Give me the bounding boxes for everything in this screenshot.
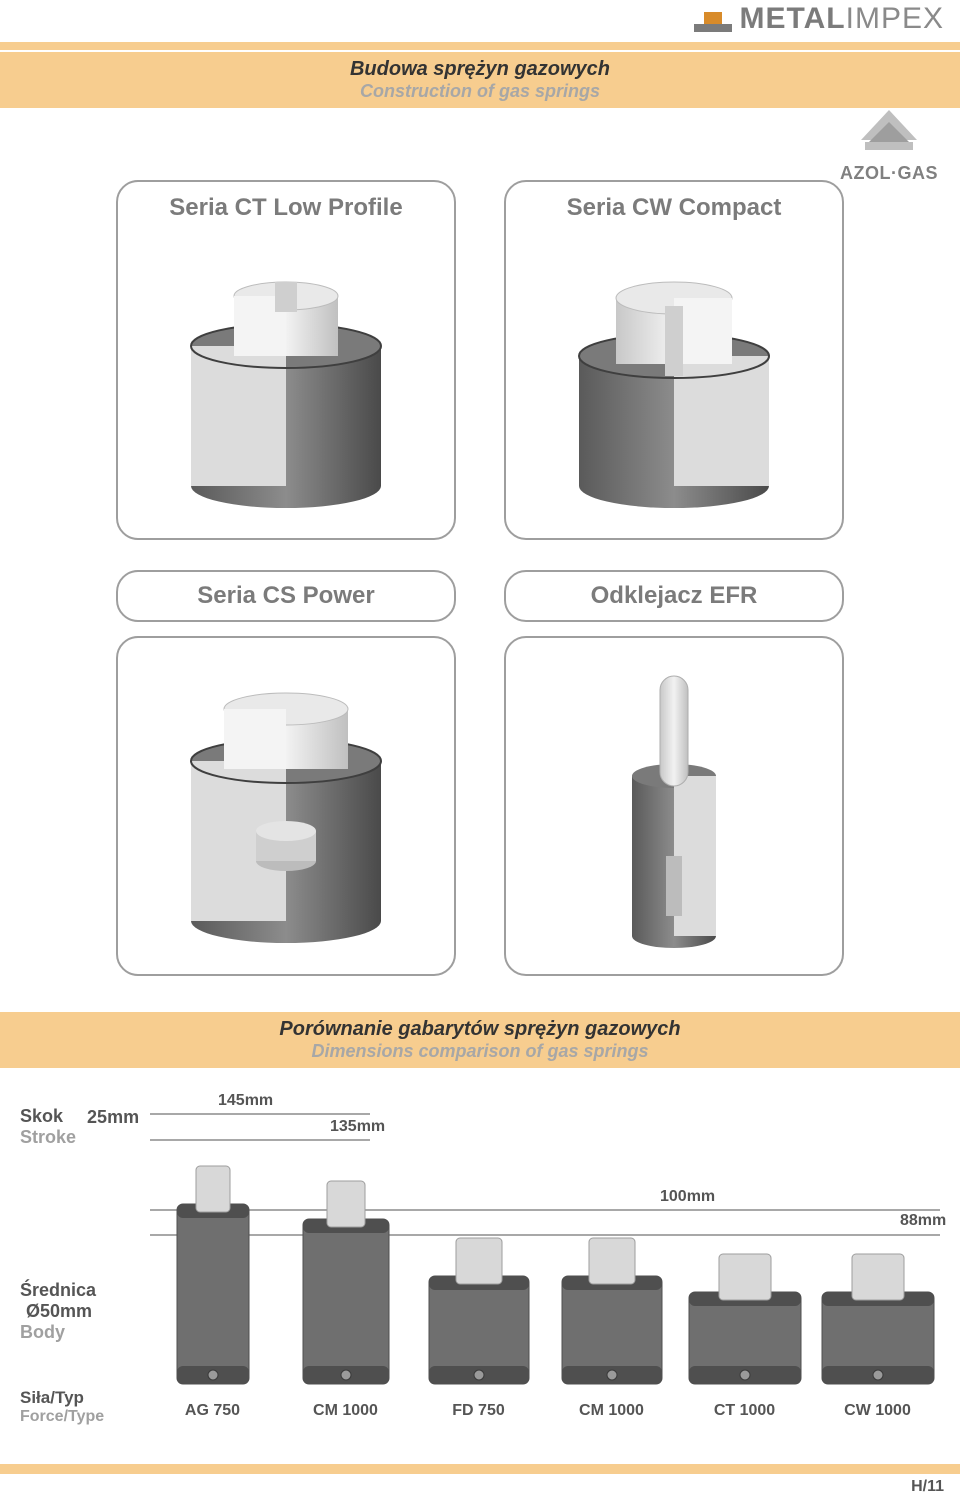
dim-145: 145mm xyxy=(218,1092,273,1110)
card-efr: Odklejacz EFR xyxy=(504,570,844,976)
page-footer: H/11 xyxy=(911,1478,944,1496)
brand-name: METALIMPEX xyxy=(740,2,944,36)
brand-name-light: IMPEX xyxy=(846,2,944,35)
card-cs-power: Seria CS Power xyxy=(116,570,456,976)
spring-item: AG 750 xyxy=(150,1164,275,1420)
spring-item: CT 1000 xyxy=(682,1252,807,1420)
header-accent-bar xyxy=(0,42,960,50)
brand-logo: METALIMPEX xyxy=(694,2,944,36)
spring-icon xyxy=(817,1252,939,1394)
spring-name: CM 1000 xyxy=(579,1402,644,1420)
spring-name: AG 750 xyxy=(185,1402,240,1420)
azol-triangle-icon xyxy=(859,110,919,159)
section2-title-en: Dimensions comparison of gas springs xyxy=(0,1041,960,1062)
cards-row-1: Seria CT Low Profile xyxy=(0,180,960,540)
spring-name: CM 1000 xyxy=(313,1402,378,1420)
brand-logo-icon xyxy=(694,6,732,32)
section1-title-pl: Budowa sprężyn gazowych xyxy=(0,58,960,81)
spring-name: CW 1000 xyxy=(844,1402,911,1420)
springs-row: AG 750 CM 1000 FD 750 CM 1000 CT 1000 CW 1000 xyxy=(150,1164,940,1420)
compare-chart: Skok Stroke 25mm Średnica Ø50mm Body Sił… xyxy=(0,1080,960,1460)
azol-text: AZOL·GAS xyxy=(834,163,944,184)
spring-icon xyxy=(298,1179,394,1394)
spring-icon xyxy=(172,1164,254,1394)
spring-icon xyxy=(557,1236,667,1394)
section1-title-en: Construction of gas springs xyxy=(0,81,960,102)
cutaway-efr-icon xyxy=(594,656,754,956)
card-ct-low-profile: Seria CT Low Profile xyxy=(116,180,456,540)
cutaway-ct-icon xyxy=(171,236,401,516)
card-title: Seria CW Compact xyxy=(567,194,782,222)
cutaway-cw-icon xyxy=(559,236,789,516)
spring-icon xyxy=(684,1252,806,1394)
header: METALIMPEX xyxy=(0,0,960,52)
spring-name: CT 1000 xyxy=(714,1402,775,1420)
spring-item: CM 1000 xyxy=(549,1236,674,1420)
dim-135: 135mm xyxy=(330,1118,385,1136)
brand-name-strong: METAL xyxy=(740,2,846,35)
card-title: Seria CS Power xyxy=(116,570,456,622)
spring-item: FD 750 xyxy=(416,1236,541,1420)
card-title: Seria CT Low Profile xyxy=(169,194,402,222)
spring-name: FD 750 xyxy=(452,1402,504,1420)
card-cw-compact: Seria CW Compact xyxy=(504,180,844,540)
cards-row-2: Seria CS Power xyxy=(0,570,960,976)
spring-item: CM 1000 xyxy=(283,1179,408,1420)
azol-logo: AZOL·GAS xyxy=(834,110,944,184)
spring-icon xyxy=(424,1236,534,1394)
section2-title-pl: Porównanie gabarytów sprężyn gazowych xyxy=(0,1018,960,1041)
spring-item: CW 1000 xyxy=(815,1252,940,1420)
cutaway-cs-icon xyxy=(171,661,401,951)
card-title: Odklejacz EFR xyxy=(504,570,844,622)
section2-title-band: Porównanie gabarytów sprężyn gazowych Di… xyxy=(0,1012,960,1068)
bottom-accent-bar xyxy=(0,1464,960,1474)
section1-title-band: Budowa sprężyn gazowych Construction of … xyxy=(0,52,960,108)
